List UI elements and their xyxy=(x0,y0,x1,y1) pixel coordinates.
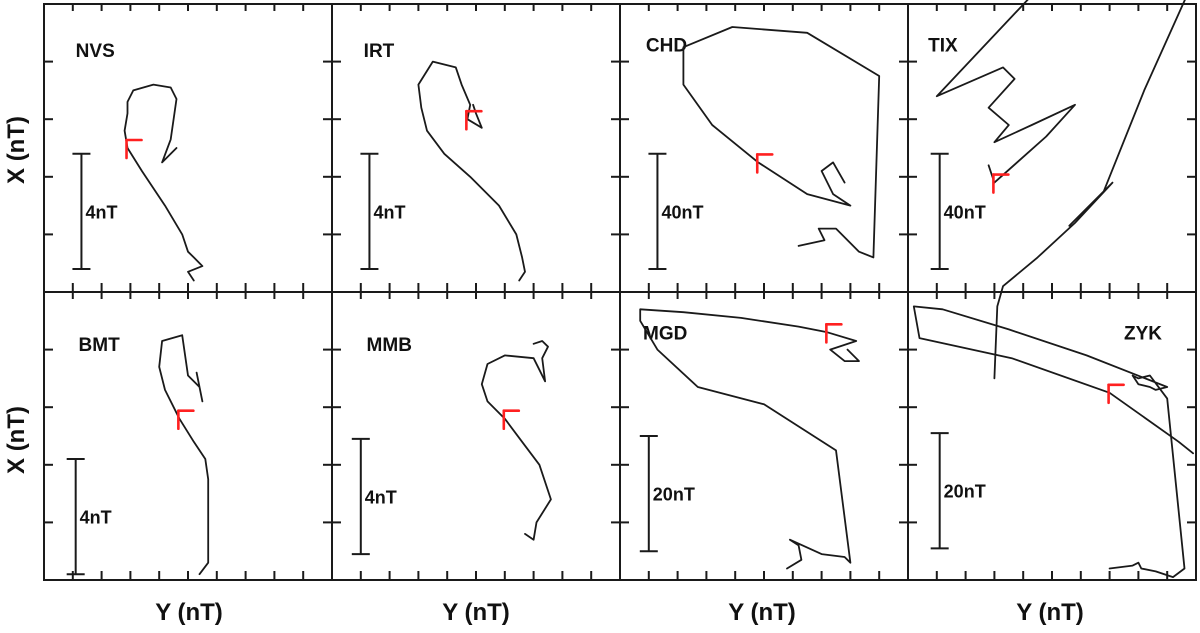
scale-bar xyxy=(66,458,85,576)
station-label: TIX xyxy=(928,35,958,56)
overflow-traces-layer xyxy=(912,0,1194,578)
hodogram-trace-chd xyxy=(682,26,881,259)
panel-chd: CHD 40nT xyxy=(619,3,909,293)
onset-marker-mgd xyxy=(825,323,843,344)
x-axis-label-col2: Y (nT) xyxy=(442,599,510,626)
station-label: BMT xyxy=(79,335,121,356)
station-label: CHD xyxy=(646,35,687,56)
panel-ticks xyxy=(908,292,1196,580)
onset-marker-irt xyxy=(465,109,483,131)
onset-marker-bmt xyxy=(177,409,195,431)
hodogram-trace-irt xyxy=(417,60,526,282)
scale-bar-label: 40nT xyxy=(661,202,703,222)
scale-bar-label: 4nT xyxy=(85,202,117,222)
panel-ticks xyxy=(908,4,1196,292)
scale-bar-label: 20nT xyxy=(653,485,695,505)
scale-bar xyxy=(639,435,658,553)
panel-tix: TIX 40nT xyxy=(907,3,1197,293)
hodogram-trace-mgd xyxy=(639,308,860,570)
panel-nvs: NVS 4nT xyxy=(43,3,333,293)
onset-marker-chd xyxy=(755,153,774,174)
panel-zyk: ZYK 20nT xyxy=(907,291,1197,581)
hodogram-trace-nvs xyxy=(123,83,204,282)
onset-marker-tix xyxy=(992,173,1010,194)
scale-bar xyxy=(648,152,667,270)
hodogram-trace-tix xyxy=(935,0,1186,380)
panel-ticks xyxy=(332,4,620,292)
onset-marker-nvs xyxy=(125,138,143,160)
station-label: MGD xyxy=(643,323,687,344)
station-label: IRT xyxy=(364,41,395,62)
scale-bar-label: 4nT xyxy=(80,508,112,528)
scale-bar-label: 4nT xyxy=(365,487,397,507)
x-axis-label-col4: Y (nT) xyxy=(1016,599,1084,626)
y-axis-label-top: X (nT) xyxy=(3,116,30,184)
panel-mgd: MGD 20nT xyxy=(619,291,909,581)
x-axis-label-col1: Y (nT) xyxy=(155,599,223,626)
panel-bmt: BMT 4nT xyxy=(43,291,333,581)
hodogram-trace-bmt xyxy=(158,334,210,576)
scale-bar xyxy=(930,152,949,270)
scale-bar xyxy=(351,437,370,556)
onset-marker-zyk xyxy=(1107,383,1125,405)
station-label: NVS xyxy=(76,41,115,62)
x-axis-label-col3: Y (nT) xyxy=(728,599,796,626)
panel-ticks xyxy=(620,292,908,580)
panel-irt: IRT 4nT xyxy=(331,3,621,293)
scale-bar-label: 4nT xyxy=(373,202,405,222)
onset-marker-mmb xyxy=(502,409,521,431)
y-axis-label-bottom: X (nT) xyxy=(3,406,30,474)
station-label: MMB xyxy=(367,335,412,356)
scale-bar-label: 40nT xyxy=(944,202,986,222)
panel-mmb: MMB 4nT xyxy=(331,291,621,581)
hodogram-trace-zyk xyxy=(912,305,1194,578)
scale-bar xyxy=(930,432,949,550)
panel-ticks xyxy=(44,4,332,292)
hodogram-trace-mmb xyxy=(480,340,552,541)
scale-bar-label: 20nT xyxy=(944,482,986,502)
panels-layer: NVS 4nT IRT 4nT CHD 40nT TIX 40nT BMT 4nT MMB 4nT MG… xyxy=(43,3,1197,581)
panel-ticks xyxy=(44,292,332,580)
scale-bar xyxy=(72,152,91,270)
panel-ticks xyxy=(620,4,908,292)
panel-ticks xyxy=(332,292,620,580)
scale-bar xyxy=(360,152,379,270)
station-label: ZYK xyxy=(1124,323,1162,344)
